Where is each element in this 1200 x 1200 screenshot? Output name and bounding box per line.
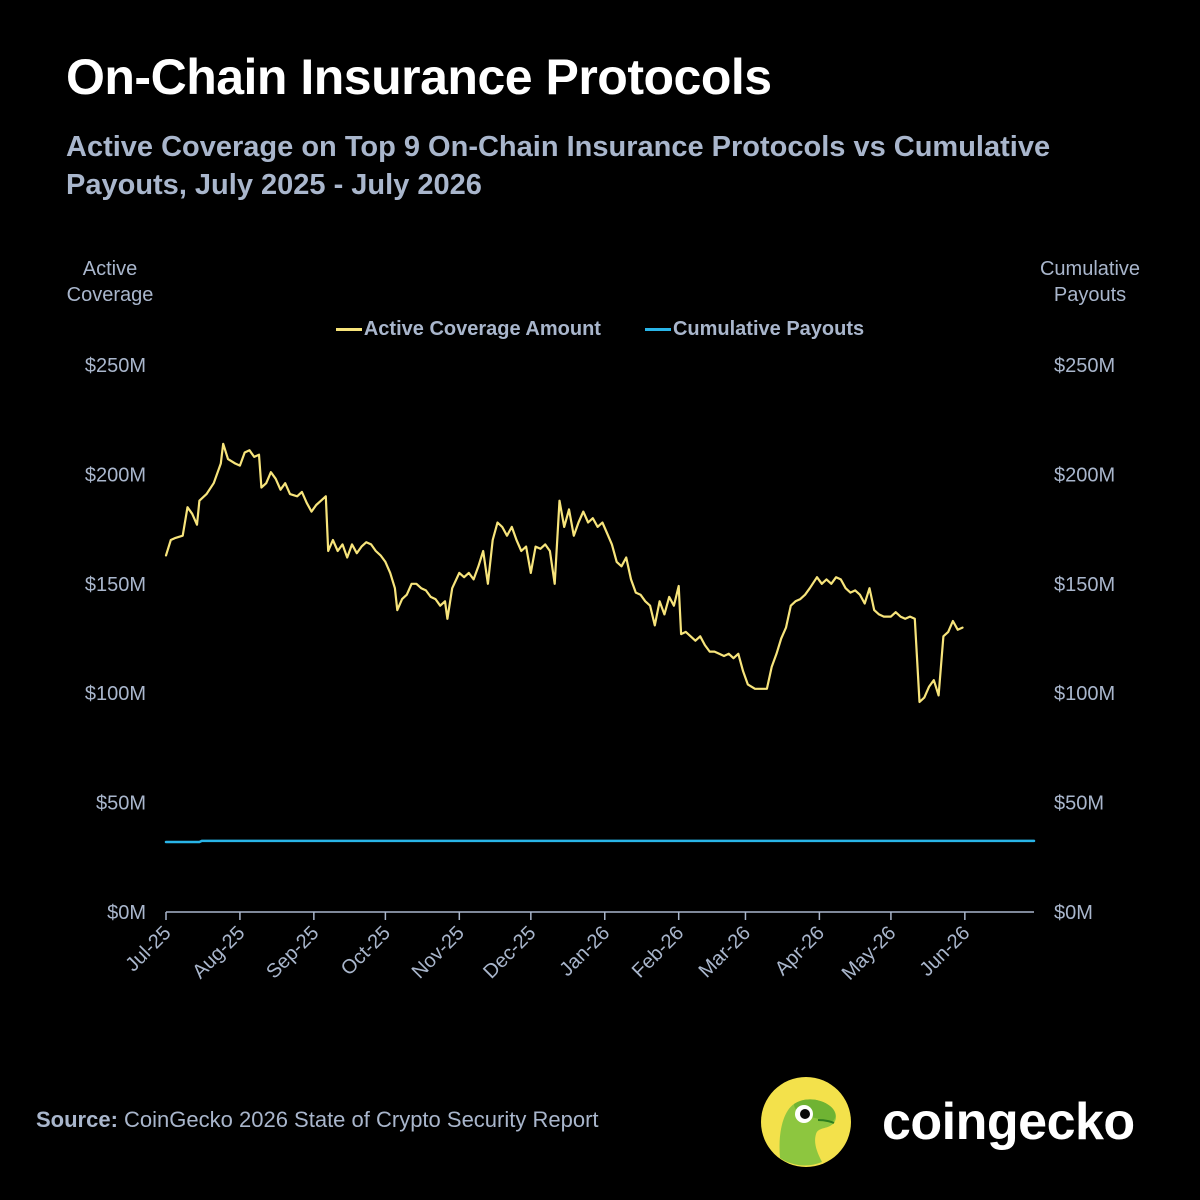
y-tick-label-right: $200M	[1054, 464, 1115, 486]
chart-legend: Active Coverage Amount Cumulative Payout…	[0, 318, 1200, 341]
y-tick-label-left: $200M	[85, 464, 146, 486]
y-tick-label-right: $250M	[1054, 355, 1115, 377]
x-tick-label: Aug-25	[188, 922, 249, 983]
y-tick-label-left: $50M	[96, 793, 146, 815]
y-tick-label-left: $0M	[107, 902, 146, 924]
right-axis-title: Cumulative Payouts	[1030, 256, 1150, 308]
y-tick-label-right: $0M	[1054, 902, 1093, 924]
x-tick-label: Mar-26	[695, 922, 755, 982]
y-tick-label-left: $100M	[85, 683, 146, 705]
x-tick-label: Oct-25	[337, 922, 395, 980]
x-tick-label: Feb-26	[628, 922, 688, 982]
line-chart: $0M $0M $50M $50M $100M $100M $150M $150M $200M $…	[85, 355, 1115, 985]
x-tick-label: Sep-25	[262, 922, 323, 983]
source-text: CoinGecko 2026 State of Crypto Security …	[124, 1107, 599, 1132]
brand-wordmark: coingecko	[882, 1093, 1135, 1151]
x-tick-label: Dec-25	[479, 922, 540, 983]
legend-item-payouts: Cumulative Payouts	[644, 318, 865, 341]
y-tick-label-right: $100M	[1054, 683, 1115, 705]
legend-swatch-coverage	[335, 328, 362, 331]
x-tick-label: Apr-26	[771, 922, 829, 980]
source-note: Source: CoinGecko 2026 State of Crypto S…	[36, 1105, 636, 1135]
left-axis-title-line-2: Coverage	[66, 284, 154, 306]
chart-title: On-Chain Insurance Protocols	[66, 49, 772, 105]
x-tick-label: Jul-25	[121, 922, 175, 976]
source-label: Source:	[36, 1107, 118, 1132]
legend-label-coverage: Active Coverage Amount	[363, 318, 601, 340]
coingecko-logo: coingecko	[760, 1076, 1135, 1168]
right-axis-title-line-1: Cumulative	[1039, 258, 1141, 280]
legend-swatch-payouts	[644, 328, 671, 331]
chart-subtitle: Active Coverage on Top 9 On-Chain Insura…	[66, 131, 1051, 201]
y-tick-label-right: $50M	[1054, 793, 1104, 815]
right-axis-title-line-2: Payouts	[1053, 284, 1127, 306]
y-tick-label-right: $150M	[1054, 574, 1115, 596]
x-tick-label: Nov-25	[408, 922, 469, 983]
y-tick-label-left: $250M	[85, 355, 146, 377]
x-tick-label: May-26	[838, 922, 901, 985]
series-line-cumulative-payouts	[164, 839, 1036, 844]
y-tick-label-left: $150M	[85, 574, 146, 596]
x-tick-label: Jun-26	[916, 922, 975, 981]
series-line-active-coverage	[164, 442, 964, 704]
left-axis-title: Active Coverage	[50, 256, 170, 308]
x-tick-label: Jan-26	[556, 922, 615, 981]
left-axis-title-line-1: Active	[82, 258, 138, 280]
legend-item-coverage: Active Coverage Amount	[335, 318, 601, 341]
legend-label-payouts: Cumulative Payouts	[672, 318, 865, 340]
coingecko-gecko-icon	[761, 1077, 851, 1167]
